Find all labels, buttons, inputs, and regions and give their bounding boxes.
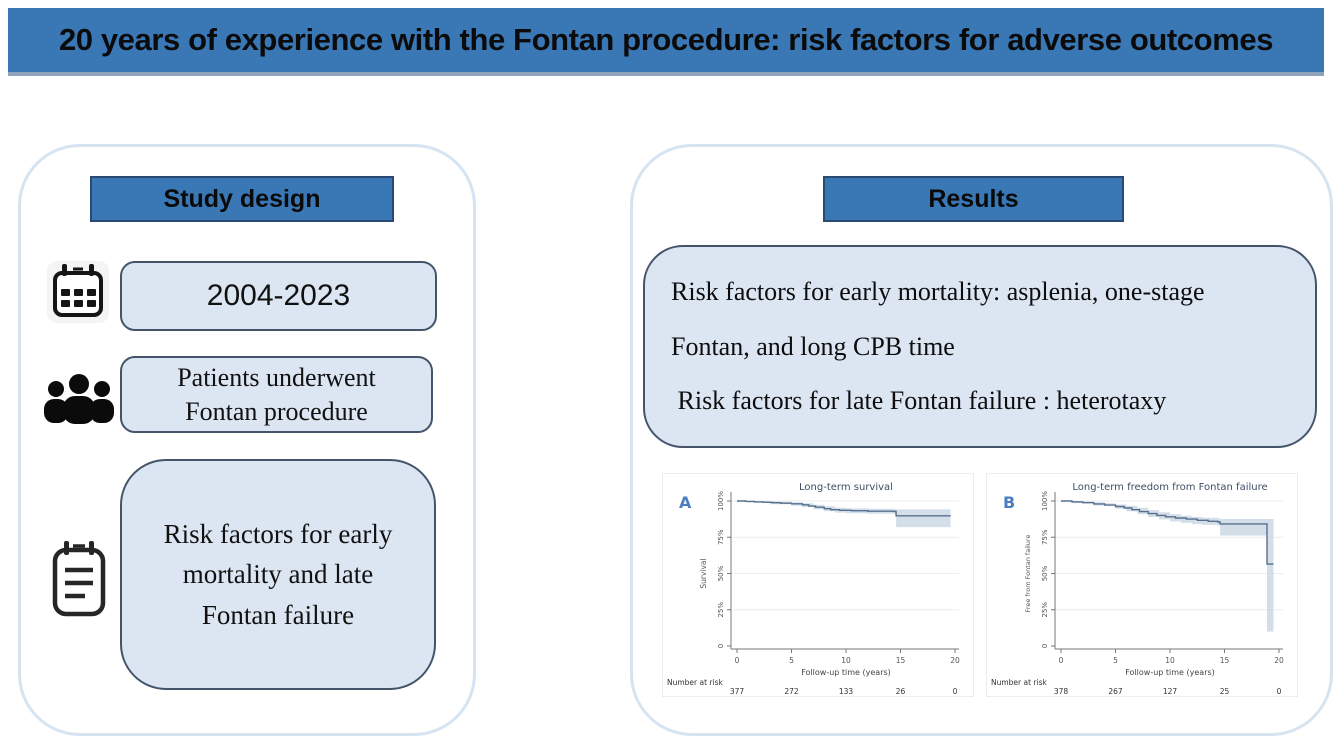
svg-text:20: 20: [950, 656, 960, 665]
chart-title: Long-term survival: [799, 482, 893, 493]
number-at-risk-value: 25: [1220, 687, 1230, 696]
svg-text:50%: 50%: [717, 565, 725, 581]
number-at-risk-value: 267: [1108, 687, 1123, 696]
km-chart-survival: 0 25% 50% 75% 100% 0 5 10 15 20 A Long-term surviva…: [662, 473, 974, 697]
chart-title: Long-term freedom from Fontan failure: [1072, 482, 1267, 493]
number-at-risk-value: 0: [1277, 687, 1282, 696]
confidence-band: [1061, 501, 1274, 632]
km-chart-fontan-failure: 0 25% 50% 75% 100% 0 5 10 15 20 B Long-term freedom…: [986, 473, 1298, 697]
svg-text:75%: 75%: [1041, 529, 1049, 545]
svg-text:0: 0: [735, 656, 740, 665]
title-banner: 20 years of experience with the Fontan p…: [8, 8, 1324, 76]
results-line-3: Risk factors for late Fontan failure : h…: [671, 385, 1167, 415]
number-at-risk-value: 26: [896, 687, 906, 696]
page-title: 20 years of experience with the Fontan p…: [58, 22, 1274, 57]
number-at-risk-value: 377: [730, 687, 745, 696]
svg-text:50%: 50%: [1041, 565, 1049, 581]
confidence-band: [737, 501, 951, 528]
study-design-header: Study design: [90, 176, 394, 222]
results-header: Results: [823, 176, 1124, 222]
people-icon: [44, 374, 114, 424]
svg-text:20: 20: [1274, 656, 1284, 665]
svg-text:75%: 75%: [717, 529, 725, 545]
panel-label: A: [679, 493, 692, 512]
number-at-risk-value: 127: [1163, 687, 1178, 696]
results-text-box: Risk factors for early mortality: asplen…: [643, 245, 1317, 448]
svg-text:25%: 25%: [717, 602, 725, 618]
svg-text:0: 0: [717, 644, 725, 648]
number-at-risk-value: 0: [953, 687, 958, 696]
svg-text:5: 5: [789, 656, 794, 665]
x-axis-label: Follow-up time (years): [801, 668, 891, 677]
svg-text:100%: 100%: [717, 491, 725, 511]
results-line-2: Fontan, and long CPB time: [671, 331, 955, 361]
number-at-risk-label: Number at risk: [667, 678, 724, 687]
study-item-years: 2004-2023: [120, 261, 437, 331]
number-at-risk-label: Number at risk: [991, 678, 1048, 687]
svg-text:25%: 25%: [1041, 602, 1049, 618]
svg-text:10: 10: [841, 656, 851, 665]
survival-curve: [1061, 500, 1274, 565]
calendar-icon: [47, 261, 109, 323]
svg-text:5: 5: [1113, 656, 1118, 665]
svg-text:0: 0: [1041, 644, 1049, 648]
svg-text:15: 15: [1220, 656, 1230, 665]
clipboard-icon: [52, 541, 106, 617]
number-at-risk-value: 133: [839, 687, 854, 696]
study-item-risk-factors: Risk factors for early mortality and lat…: [120, 459, 436, 690]
number-at-risk-value: 378: [1054, 687, 1069, 696]
km-plot: 0 25% 50% 75% 100% 0 5 10 15 20 B Long-term freedom…: [991, 482, 1284, 696]
results-line-1: Risk factors for early mortality: asplen…: [671, 277, 1205, 307]
number-at-risk-value: 272: [784, 687, 799, 696]
panel-label: B: [1003, 493, 1015, 512]
survival-curve: [737, 500, 951, 517]
svg-text:100%: 100%: [1041, 491, 1049, 511]
study-item-patients: Patients underwent Fontan procedure: [120, 356, 433, 433]
x-axis-label: Follow-up time (years): [1125, 668, 1215, 677]
y-axis-label: Free from Fontan failure: [1024, 535, 1032, 613]
svg-text:10: 10: [1165, 656, 1175, 665]
svg-text:0: 0: [1059, 656, 1064, 665]
svg-text:15: 15: [896, 656, 906, 665]
y-axis-label: Survival: [699, 558, 708, 588]
km-plot: 0 25% 50% 75% 100% 0 5 10 15 20 A Long-term surviva…: [667, 482, 960, 696]
